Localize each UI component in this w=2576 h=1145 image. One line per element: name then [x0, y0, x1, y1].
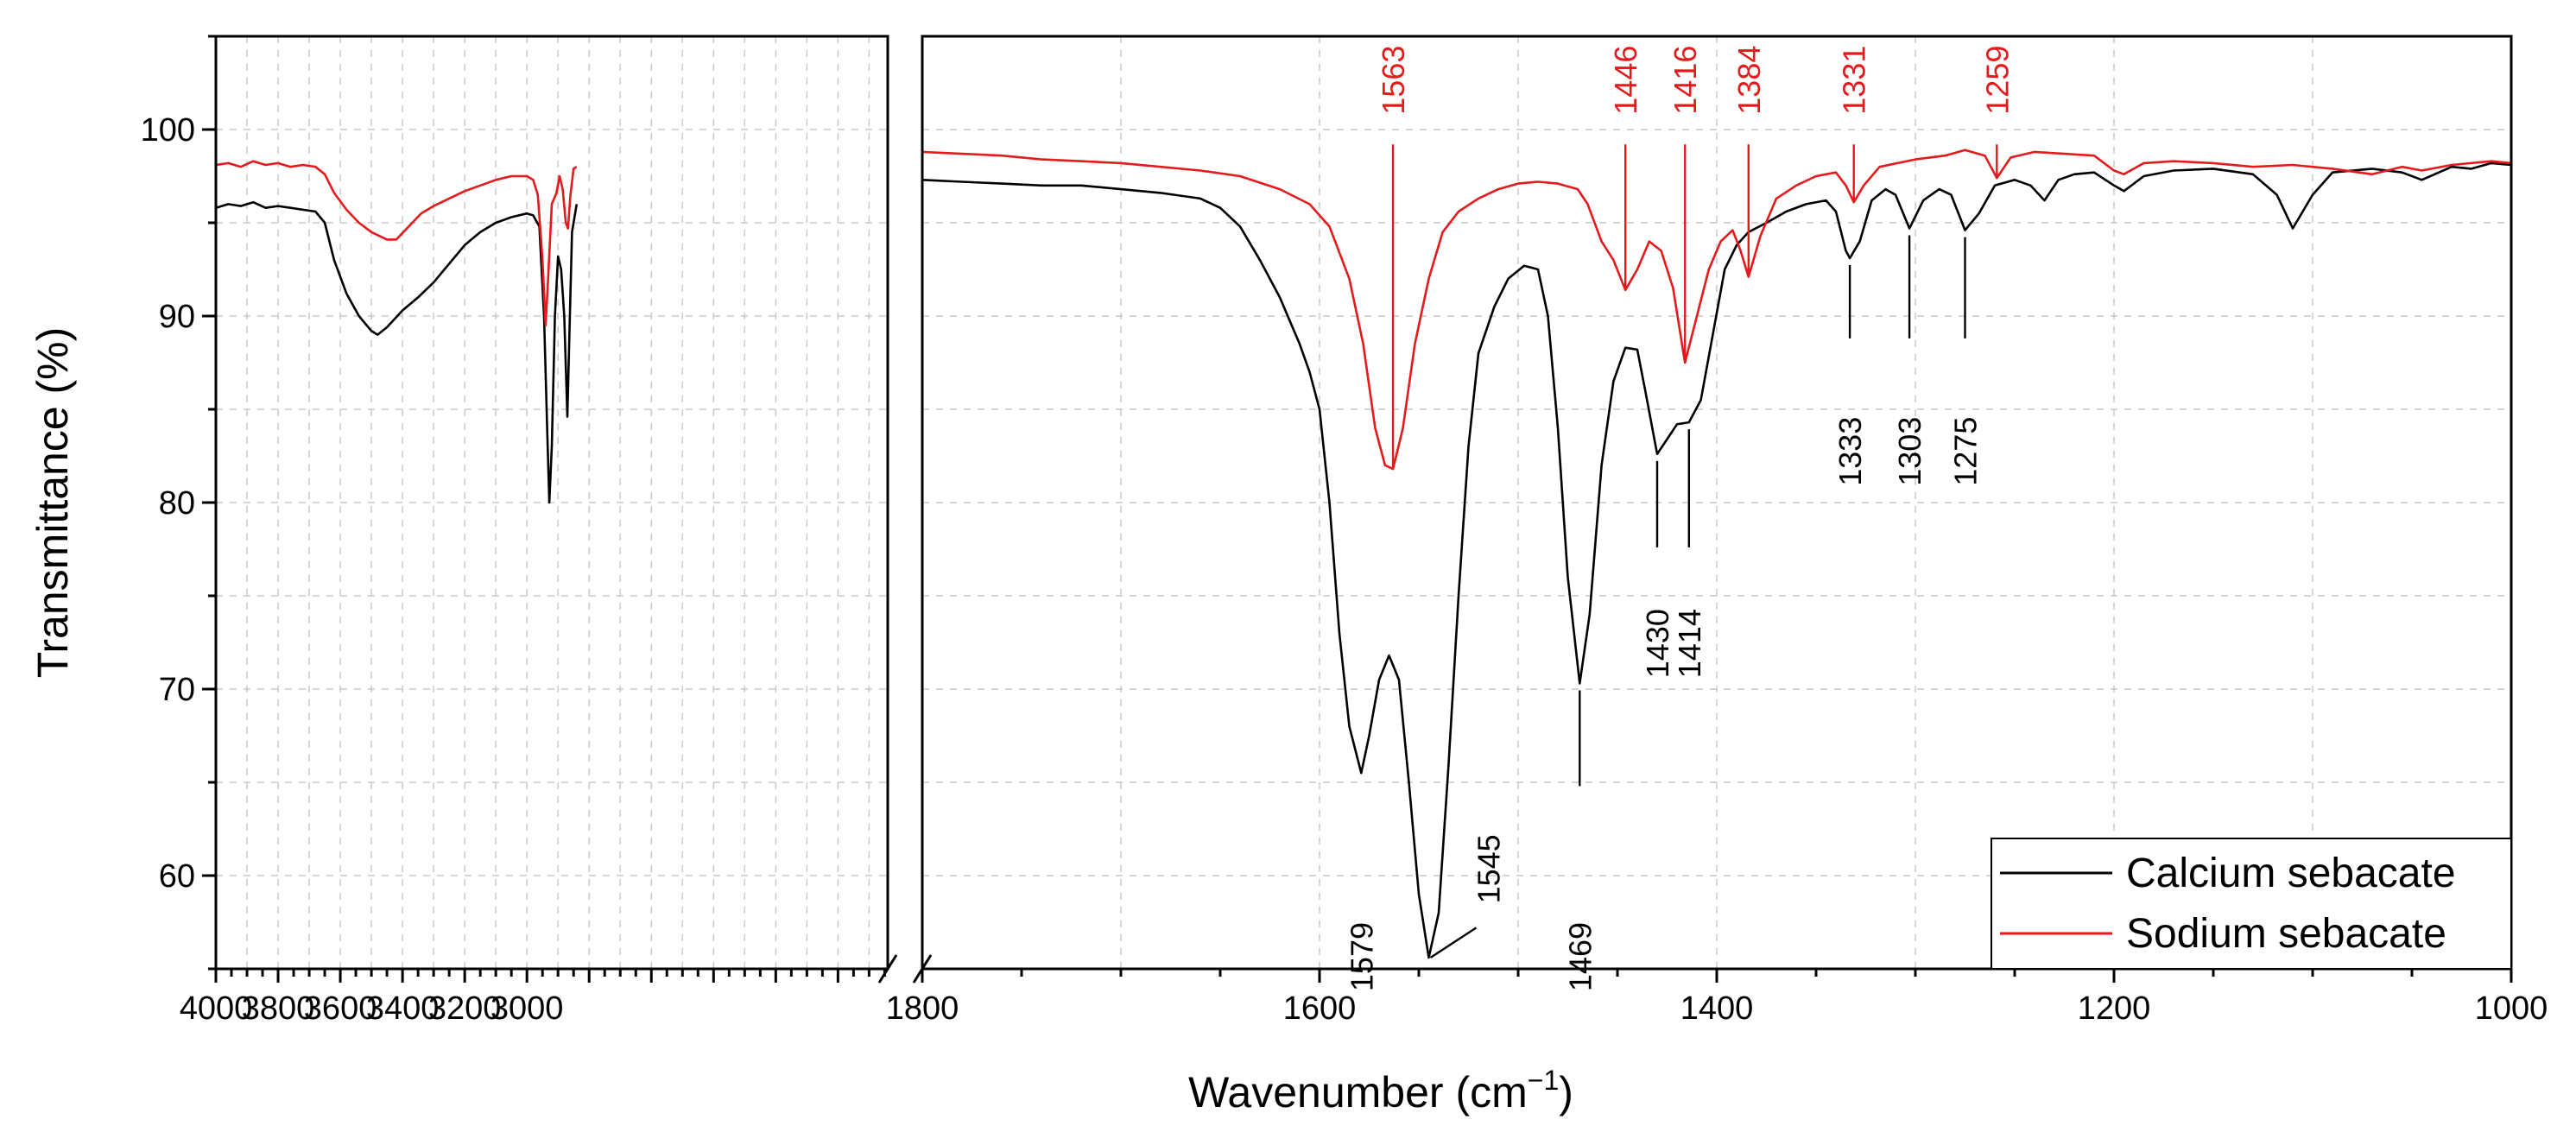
annotation-label-1563: 1563	[1376, 46, 1411, 115]
annotation-label-1545: 1545	[1472, 834, 1507, 903]
annotation-label-1331: 1331	[1837, 46, 1872, 115]
series-line-sodium-right	[921, 149, 2512, 471]
annotation-label-1446: 1446	[1608, 46, 1643, 115]
annotation-label-1430: 1430	[1640, 609, 1675, 678]
legend-label-calcium: Calcium sebacate	[2126, 851, 2456, 896]
annotation-label-1469: 1469	[1562, 922, 1598, 991]
x-axis-title-main: Wavenumber (cm	[1188, 1068, 1528, 1117]
y-axis-title: Transmittance (%)	[28, 327, 77, 679]
annotation-line-1545	[1429, 927, 1478, 959]
series-line-calcium-left	[215, 200, 579, 504]
x-tick-label: 4000	[180, 990, 253, 1027]
annotation-label-1259: 1259	[1979, 46, 2015, 115]
axis-break-mark	[877, 954, 898, 984]
x-tick-label: 1800	[886, 990, 959, 1027]
y-tick-label: 60	[159, 858, 195, 895]
x-axis-title-superscript: −1	[1528, 1065, 1559, 1096]
legend-layer: Calcium sebacate Sodium sebacate	[1991, 838, 2512, 970]
x-axis-title: Wavenumber (cm−1)	[1188, 1065, 1573, 1117]
y-tick-label: 100	[141, 112, 195, 149]
y-tick-label: 70	[159, 672, 195, 708]
annotation-label-1414: 1414	[1672, 609, 1707, 678]
x-tick-label: 3600	[304, 990, 377, 1027]
series-line-calcium-right	[921, 161, 2512, 959]
axis-break-gap	[889, 950, 921, 988]
x-axis-title-close: )	[1559, 1068, 1573, 1117]
x-tick-label: 3000	[491, 990, 564, 1027]
annotation-label-1384: 1384	[1731, 46, 1767, 115]
annotation-label-1275: 1275	[1948, 417, 1984, 486]
x-tick-label: 3800	[242, 990, 315, 1027]
x-tick-label: 1000	[2475, 990, 2548, 1027]
x-tick-label: 1400	[1680, 990, 1754, 1027]
x-tick-label: 1200	[2078, 990, 2151, 1027]
annotation-label-1303: 1303	[1892, 417, 1927, 486]
annotation-label-1579: 1579	[1344, 922, 1379, 991]
y-tick-label: 90	[159, 299, 195, 335]
y-tick-label: 80	[159, 485, 195, 522]
annotation-label-1416: 1416	[1668, 46, 1703, 115]
legend-box	[1991, 838, 2512, 970]
legend-label-sodium: Sodium sebacate	[2126, 911, 2446, 957]
x-tick-label: 1600	[1283, 990, 1357, 1027]
series-layer	[215, 149, 2512, 959]
x-tick-label: 3400	[366, 990, 440, 1027]
series-line-sodium-left	[215, 160, 578, 327]
x-tick-label: 3200	[428, 990, 502, 1027]
axis-break-mark	[912, 954, 933, 984]
annotation-label-1333: 1333	[1832, 417, 1868, 486]
